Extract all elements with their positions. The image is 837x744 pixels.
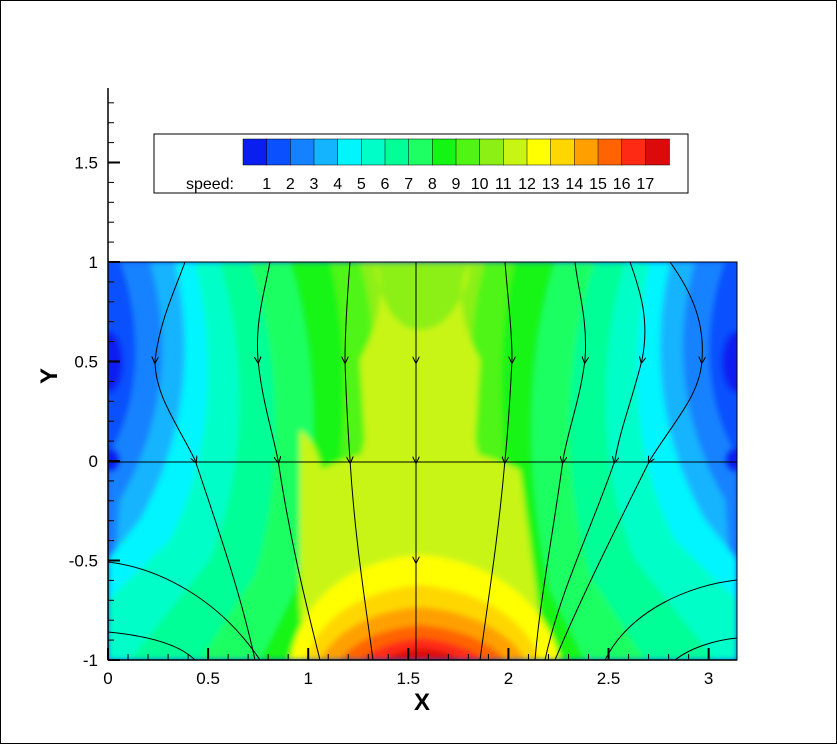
legend-level-label: 14 [565,176,583,193]
streamline [534,262,586,660]
x-tick-label: 2 [504,669,513,688]
y-tick-label: 0.5 [74,353,98,372]
legend-level-label: 6 [381,176,390,193]
legend-swatch [479,138,505,166]
legend-swatch [597,138,623,166]
streamline [257,262,321,660]
axes [107,88,737,661]
legend-level-label: 3 [310,176,319,193]
legend-swatch [266,138,292,166]
legend-level-label: 17 [636,176,654,193]
legend-level-label: 5 [357,176,366,193]
legend-level-label: 13 [542,176,560,193]
colorbar-legend: speed: 1 2 3 4 5 6 7 8 9 10 11 12 13 14 15 16 17 [153,133,689,194]
legend-level-label: 9 [452,176,461,193]
legend-swatch [313,138,339,166]
x-tick-label: 0.5 [196,669,220,688]
legend-level-label: 8 [428,176,437,193]
legend-label: speed: [186,176,234,193]
legend-level-label: 1 [262,176,271,193]
legend-level-label: 7 [404,176,413,193]
streamline [554,262,702,660]
legend-swatch [408,138,434,166]
x-ticks: 0 0.5 1 1.5 2 2.5 3 [103,648,713,688]
speed-band [725,448,737,472]
x-axis-label: X [414,689,430,716]
legend-level-label: 4 [333,176,342,193]
streamline [674,637,737,660]
legend-level-label: 16 [613,176,631,193]
speed-contour-field [108,262,737,660]
legend-swatch [503,138,528,166]
y-tick-label: 1 [89,253,98,272]
streamline [108,631,196,660]
legend-level-label: 11 [495,176,512,193]
y-tick-label: 1.5 [74,154,98,173]
speed-band [723,332,737,392]
streamlines [108,262,737,660]
x-tick-label: 0 [103,669,112,688]
legend-swatch [550,138,576,166]
x-tick-label: 1.5 [397,669,421,688]
legend-swatch [384,138,410,166]
legend-swatch [337,138,363,166]
y-ticks: -1 -0.5 0 0.5 1 1.5 [69,102,120,670]
y-tick-label: -1 [83,651,98,670]
y-tick-label: 0 [89,452,98,471]
x-tick-label: 3 [704,669,713,688]
legend-swatch [290,138,315,166]
speed-band [385,648,460,660]
streamline [544,262,645,660]
legend-swatch [361,138,386,166]
streamline [604,579,737,660]
legend-swatch [242,138,268,166]
streamline [345,262,374,660]
legend-labels: 1 2 3 4 5 6 7 8 9 10 11 12 13 14 15 16 17 [262,176,654,193]
streamline [479,262,512,660]
x-tick-label: 1 [303,669,312,688]
legend-swatch [432,138,457,166]
legend-swatch [574,138,599,166]
streamline [108,561,261,660]
legend-level-label: 12 [518,176,536,193]
y-tick-label: -0.5 [69,552,98,571]
legend-swatch [455,138,481,166]
y-axis-label: Y [36,368,63,384]
streamline [155,262,256,660]
legend-swatch [526,138,552,166]
legend-level-label: 10 [471,176,489,193]
legend-swatches [242,138,670,166]
legend-swatch [621,138,647,166]
legend-level-label: 2 [286,176,295,193]
x-tick-label: 2.5 [597,669,621,688]
legend-level-label: 15 [589,176,607,193]
legend-swatch [645,138,670,166]
